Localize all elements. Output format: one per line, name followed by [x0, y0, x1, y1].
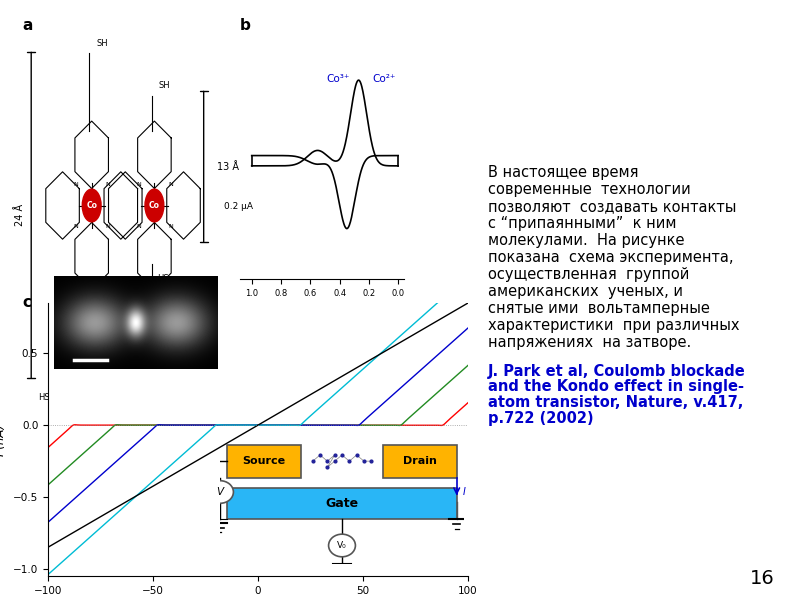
- Text: с “припаянными”  к ним: с “припаянными” к ним: [488, 216, 677, 231]
- Point: [358, 457, 370, 466]
- Text: молекулами.  На рисунке: молекулами. На рисунке: [488, 233, 685, 248]
- Text: 13 Å: 13 Å: [217, 161, 239, 172]
- Point: [328, 450, 341, 460]
- Point: [336, 450, 349, 460]
- FancyBboxPatch shape: [227, 445, 301, 478]
- Text: Drain: Drain: [403, 456, 437, 466]
- Text: HS: HS: [38, 392, 50, 402]
- Text: 24 Å: 24 Å: [15, 204, 25, 226]
- Text: Co²⁺: Co²⁺: [373, 74, 396, 84]
- Text: характеристики  при различных: характеристики при различных: [488, 318, 739, 333]
- Text: Co: Co: [86, 201, 97, 210]
- Text: I: I: [462, 487, 466, 497]
- Text: 0.2 µA: 0.2 µA: [224, 202, 253, 211]
- Text: a: a: [22, 18, 32, 33]
- Text: V₀: V₀: [337, 541, 347, 550]
- Circle shape: [145, 189, 164, 222]
- Text: N: N: [136, 182, 141, 187]
- X-axis label: V vs Ag/AgCl: V vs Ag/AgCl: [291, 303, 353, 313]
- Text: Co: Co: [149, 201, 160, 210]
- Text: Gate: Gate: [326, 497, 358, 510]
- Text: SH: SH: [159, 82, 170, 91]
- Text: N: N: [106, 182, 110, 187]
- Text: N: N: [73, 224, 78, 229]
- Point: [328, 457, 341, 466]
- Text: N: N: [136, 224, 141, 229]
- Text: Source: Source: [242, 456, 286, 466]
- Point: [321, 463, 334, 472]
- Point: [314, 450, 326, 460]
- Text: позволяют  создавать контакты: позволяют создавать контакты: [488, 199, 736, 214]
- Text: and the Kondo effect in single-: and the Kondo effect in single-: [488, 379, 744, 395]
- Point: [343, 457, 356, 466]
- Text: HS: HS: [157, 274, 168, 283]
- Text: p.722 (2002): p.722 (2002): [488, 410, 594, 425]
- Y-axis label: I (nA): I (nA): [0, 424, 7, 455]
- Text: V: V: [217, 487, 223, 497]
- Point: [365, 457, 378, 466]
- Text: В настоящее время: В настоящее время: [488, 165, 638, 180]
- Text: c: c: [22, 295, 31, 310]
- Text: современные  технологии: современные технологии: [488, 182, 690, 197]
- Text: американских  ученых, и: американских ученых, и: [488, 284, 683, 299]
- Circle shape: [329, 534, 355, 557]
- Point: [321, 457, 334, 466]
- Text: осуществленная  группой: осуществленная группой: [488, 267, 690, 282]
- Circle shape: [206, 481, 234, 503]
- Text: Co³⁺: Co³⁺: [326, 74, 350, 84]
- Text: b: b: [240, 18, 251, 33]
- Point: [350, 450, 363, 460]
- Text: N: N: [168, 224, 173, 229]
- Text: J. Park et al, Coulomb blockade: J. Park et al, Coulomb blockade: [488, 364, 746, 379]
- Text: напряжениях  на затворе.: напряжениях на затворе.: [488, 335, 691, 350]
- Text: N: N: [73, 182, 78, 187]
- Text: SH: SH: [96, 38, 108, 47]
- Text: показана  схема эксперимента,: показана схема эксперимента,: [488, 250, 734, 265]
- Text: N: N: [106, 224, 110, 229]
- Text: 16: 16: [750, 569, 775, 588]
- FancyBboxPatch shape: [383, 445, 457, 478]
- Point: [306, 457, 319, 466]
- Text: atom transistor, Nature, v.417,: atom transistor, Nature, v.417,: [488, 395, 743, 410]
- Text: снятые ими  вольтамперные: снятые ими вольтамперные: [488, 301, 710, 316]
- Text: N: N: [168, 182, 173, 187]
- FancyBboxPatch shape: [227, 488, 457, 519]
- Circle shape: [82, 189, 101, 222]
